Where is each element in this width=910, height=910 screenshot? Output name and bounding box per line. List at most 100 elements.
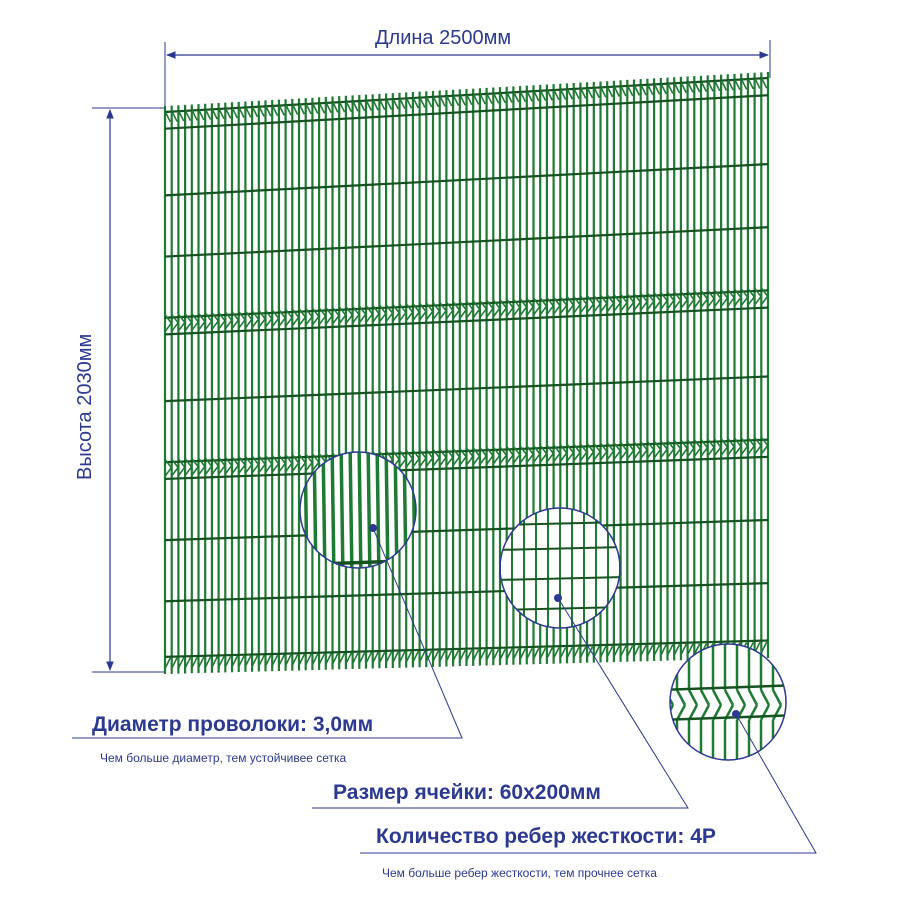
- rib-bend: [526, 453, 534, 463]
- rib-bend: [251, 318, 260, 328]
- bottom-spike: [492, 648, 500, 660]
- top-spike: [425, 96, 433, 108]
- rib-bend: [573, 304, 581, 314]
- top-spike: [687, 81, 694, 93]
- zoom-rib-wire: [735, 689, 747, 706]
- rib-bend: [747, 296, 755, 306]
- top-spike: [559, 89, 567, 100]
- rib-bend: [640, 293, 648, 303]
- bottom-spike: [499, 648, 507, 660]
- rib-bend: [452, 309, 461, 319]
- top-spike: [660, 83, 667, 95]
- zoom-cell-wire: [500, 576, 620, 581]
- bottom-spike: [171, 657, 178, 669]
- bottom-spike: [392, 651, 399, 663]
- top-spike: [298, 103, 306, 115]
- rib-bend: [191, 458, 199, 468]
- top-spike: [466, 94, 473, 106]
- bottom-spike: [533, 647, 540, 659]
- rib-bend: [707, 439, 715, 448]
- rib-bend: [238, 456, 246, 466]
- top-spike: [399, 98, 406, 109]
- top-spike: [385, 98, 393, 110]
- rib-bend: [432, 310, 440, 320]
- rib-bend: [446, 456, 454, 466]
- rib-bend: [560, 444, 568, 454]
- rib-bend: [761, 437, 769, 446]
- rib-bend: [452, 301, 461, 311]
- rib-bend: [171, 314, 179, 324]
- rib-bend: [586, 451, 595, 461]
- rib-bend: [178, 322, 186, 332]
- rib-bend: [613, 302, 621, 312]
- rib-bend: [171, 322, 179, 332]
- bottom-spike: [372, 652, 379, 663]
- bottom-spike: [653, 644, 661, 656]
- top-spike: [707, 80, 714, 92]
- top-spike: [539, 90, 547, 102]
- rib-bend: [714, 446, 722, 456]
- horizontal-wire: [164, 306, 769, 336]
- horizontal-wire: [164, 163, 769, 197]
- rib-bend: [412, 303, 420, 313]
- fence-panel: [163, 72, 770, 674]
- ribs-leader: [360, 713, 817, 854]
- bottom-spike: [325, 653, 332, 665]
- top-spike: [372, 99, 379, 111]
- bottom-spike: [305, 653, 312, 665]
- bottom-spike: [338, 652, 346, 664]
- rib-bend: [392, 312, 400, 322]
- top-spike: [673, 82, 681, 94]
- rib-bend: [231, 456, 239, 466]
- bottom-spike: [218, 656, 225, 667]
- bottom-spike: [559, 647, 567, 658]
- rib-bend: [667, 292, 675, 301]
- rib-bend: [513, 446, 521, 456]
- bottom-spike: [278, 654, 285, 666]
- bottom-spike: [760, 641, 768, 653]
- rib-bend: [204, 457, 213, 467]
- rib-bend: [526, 298, 534, 308]
- top-spike: [332, 102, 339, 113]
- rib-bend: [519, 298, 528, 308]
- rib-bend: [198, 457, 206, 467]
- rib-bend: [479, 300, 487, 310]
- zoom-wire: [375, 452, 381, 568]
- rib-bend: [546, 297, 554, 307]
- rib-bend: [204, 465, 213, 475]
- rib-bend: [734, 296, 742, 306]
- cell-zoom-circle: [499, 507, 621, 629]
- rib-bend: [647, 300, 655, 310]
- rib-bend: [606, 302, 615, 312]
- bottom-spike: [298, 653, 306, 665]
- rib-bend: [211, 457, 219, 467]
- rib-bend: [225, 319, 233, 329]
- top-spike: [204, 109, 212, 120]
- horizontal-wire: [164, 518, 769, 542]
- rib-bend: [606, 294, 615, 304]
- top-spike: [747, 78, 754, 90]
- rib-bend: [660, 292, 668, 302]
- rib-bend: [687, 299, 695, 309]
- zoom-wire: [339, 452, 345, 568]
- wire-diameter-note: Чем больше диаметр, тем устойчивее сетка: [100, 751, 347, 765]
- cell-size-title: Размер ячейки: 60х200мм: [333, 781, 601, 804]
- zoom-rib-wire: [771, 689, 783, 706]
- rib-bend: [426, 457, 434, 467]
- rib-bend: [720, 289, 729, 299]
- rib-bend: [251, 463, 260, 473]
- bottom-spike: [439, 650, 446, 661]
- zoom-rib-wire: [771, 704, 783, 721]
- rib-bend: [258, 318, 266, 328]
- rib-bend: [546, 444, 554, 454]
- top-spike: [178, 110, 185, 122]
- rib-bend: [526, 306, 534, 316]
- top-spike: [312, 103, 319, 114]
- top-spike: [218, 108, 225, 120]
- rib-bend: [553, 297, 561, 307]
- rib-bend: [627, 293, 635, 303]
- bottom-spike: [211, 656, 218, 668]
- bottom-spike: [680, 643, 687, 655]
- height-label: Высота 2030мм: [74, 333, 96, 480]
